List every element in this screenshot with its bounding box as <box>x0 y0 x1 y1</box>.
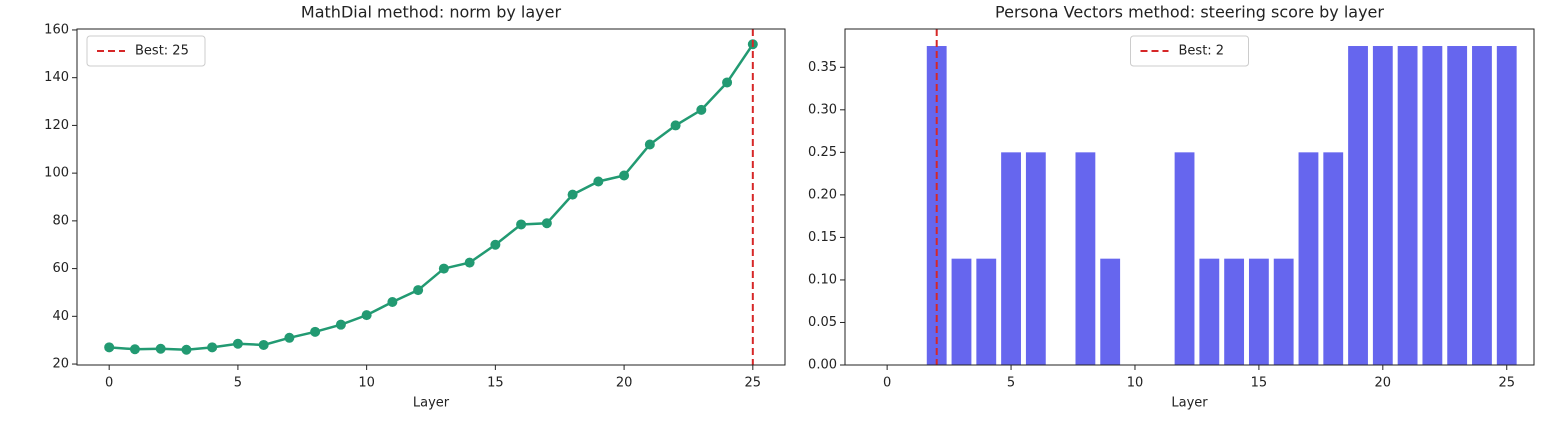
x-tick-label: 20 <box>1375 376 1392 391</box>
x-tick-label: 15 <box>1251 376 1268 391</box>
point <box>129 344 140 355</box>
point <box>438 263 449 274</box>
bar <box>1001 152 1021 365</box>
chart-title: MathDial method: norm by layer <box>301 3 562 22</box>
x-tick-label: 5 <box>1007 376 1015 391</box>
bar <box>1496 46 1517 365</box>
x-tick-label: 25 <box>745 376 762 391</box>
bar <box>1075 152 1096 365</box>
chart-title: Persona Vectors method: steering score b… <box>995 3 1384 22</box>
bar <box>1174 152 1195 365</box>
y-tick-label: 0.15 <box>808 230 837 245</box>
point <box>696 104 707 115</box>
legend-label: Best: 2 <box>1179 44 1225 59</box>
bar <box>976 258 997 365</box>
frame <box>844 28 1535 366</box>
point <box>413 285 424 296</box>
x-tick-label: 10 <box>358 376 375 391</box>
y-tick-label: 0.10 <box>808 272 837 287</box>
x-tick-label: 0 <box>105 376 113 391</box>
x-axis-label: Layer <box>1171 396 1208 411</box>
x-tick-label: 15 <box>487 376 504 391</box>
y-tick-label: 0.20 <box>808 187 837 202</box>
point <box>464 257 475 268</box>
bar <box>1199 258 1220 365</box>
x-tick-label: 20 <box>616 376 633 391</box>
point <box>232 338 243 349</box>
point <box>258 339 269 350</box>
bar <box>1472 46 1492 365</box>
frame <box>76 28 786 366</box>
legend-box <box>1130 35 1249 67</box>
bar <box>1447 46 1468 365</box>
bar <box>1323 152 1344 365</box>
point <box>490 239 501 250</box>
bar <box>951 258 972 365</box>
bar <box>1298 152 1319 365</box>
y-tick-label: 0.00 <box>808 358 837 373</box>
y-tick-label: 160 <box>44 22 69 37</box>
x-tick-label: 0 <box>883 376 891 391</box>
bar <box>1273 258 1294 365</box>
point <box>155 343 166 354</box>
point <box>567 189 578 200</box>
point <box>516 219 527 230</box>
bar <box>1025 152 1046 365</box>
point <box>593 176 604 187</box>
x-tick-label: 25 <box>1498 376 1515 391</box>
point <box>284 332 295 343</box>
y-tick-label: 60 <box>52 261 69 276</box>
x-tick-label: 10 <box>1127 376 1144 391</box>
x-tick-label: 5 <box>234 376 242 391</box>
line <box>109 43 754 351</box>
y-tick-label: 0.05 <box>808 315 837 330</box>
bar <box>1248 258 1269 365</box>
y-tick-label: 40 <box>52 309 69 324</box>
y-tick-label: 20 <box>52 357 69 372</box>
y-tick-label: 140 <box>44 70 69 85</box>
point <box>207 342 218 353</box>
legend-label: Best: 25 <box>135 44 189 59</box>
bar <box>1100 258 1121 365</box>
point <box>104 342 115 353</box>
bar <box>1224 258 1245 365</box>
point <box>670 120 681 131</box>
bar <box>1372 46 1393 365</box>
y-tick-label: 0.35 <box>808 60 837 75</box>
y-tick-label: 0.30 <box>808 102 837 117</box>
point <box>722 77 733 88</box>
bar <box>1422 46 1443 365</box>
y-tick-label: 0.25 <box>808 145 837 160</box>
point <box>541 218 552 229</box>
point <box>644 139 655 150</box>
point <box>310 326 321 337</box>
point <box>181 344 192 355</box>
point <box>361 310 372 321</box>
bar <box>1397 46 1418 365</box>
point <box>619 170 630 181</box>
y-tick-label: 120 <box>44 118 69 133</box>
legend-box <box>86 35 206 67</box>
point <box>335 319 346 330</box>
y-tick-label: 100 <box>44 166 69 181</box>
bar <box>1348 46 1368 365</box>
y-tick-label: 80 <box>52 213 69 228</box>
x-axis-label: Layer <box>413 396 450 411</box>
point <box>387 297 398 307</box>
